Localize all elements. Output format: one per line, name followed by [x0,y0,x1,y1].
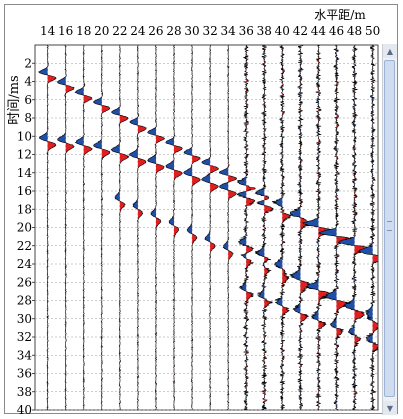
seismic-wiggle-chart: 14 16 18 20 22 24 26 28 30 32 34 36 38 40 42 44 46 48 5024… [7,8,380,415]
y-tick-label: 16 [17,184,32,198]
x-tick-label: 36 [239,24,254,38]
y-tick-label: 22 [17,239,32,253]
trace-wiggle [302,45,333,410]
x-tick-label: 14 [40,24,56,38]
y-tick-label: 6 [24,93,32,107]
trace-wiggle [147,45,165,410]
x-tick-label: 34 [221,24,237,38]
y-tick-label: 14 [17,166,33,180]
trace-wiggle [219,45,237,410]
trace-wiggle [128,45,147,410]
trace-positive-fill [156,47,165,409]
x-tick-label: 46 [329,24,344,38]
y-tick-label: 36 [17,367,32,381]
trace-negative-fill [165,55,174,384]
x-tick-label: 32 [202,24,217,38]
x-tick-label: 20 [94,24,109,38]
x-tick-label: 30 [184,24,199,38]
traces [38,45,378,410]
y-tick-label: 10 [17,129,32,143]
seismic-panel: 14 16 18 20 22 24 26 28 30 32 34 36 38 40 42 44 46 48 50 2 4… [4,4,398,415]
y-tick-label: 38 [17,385,32,399]
x-tick-label: 28 [166,24,181,38]
trace-wiggle [357,45,378,410]
y-tick-label: 40 [17,403,32,415]
x-tick-label: 26 [148,24,163,38]
scrollbar-thumb[interactable] [384,60,395,397]
y-tick-label: 2 [24,56,32,70]
trace-wiggle [183,45,201,410]
vertical-scrollbar[interactable]: ▲ ▼ [382,44,397,415]
x-tick-label: 18 [76,24,91,38]
x-tick-label: 40 [275,24,290,38]
trace-positive-fill [47,46,57,384]
y-tick-label: 4 [24,75,32,89]
scroll-up-arrow-icon[interactable]: ▲ [383,44,397,58]
y-tick-label: 34 [17,348,33,362]
y-tick-label: 12 [17,148,32,162]
trace-wiggle [38,45,57,410]
x-tick-label: 22 [112,24,127,38]
y-tick-label: 24 [17,257,33,271]
trace-wiggle [93,45,111,410]
trace-negative-fill [75,52,84,406]
trace-positive-fill [300,45,311,409]
trace-wiggle [74,45,93,410]
scroll-down-arrow-icon[interactable]: ▼ [383,401,397,415]
x-tick-label: 42 [293,24,308,38]
thumb-grip-icon [387,221,392,231]
x-tick-label: 16 [58,24,73,38]
trace-wiggle [317,45,355,410]
x-tick-label: 38 [257,24,272,38]
trace-wiggle [338,45,372,410]
y-tick-label: 20 [17,221,32,235]
x-tick-label: 50 [365,24,380,38]
x-tick-label: 24 [130,24,146,38]
trace-wiggle [57,45,75,410]
trace-negative-fill [57,45,66,407]
trace-positive-fill [137,58,147,401]
trace-wiggle [201,45,219,410]
trace-wiggle [271,45,292,410]
x-tick-label: 44 [311,24,327,38]
y-tick-label: 32 [17,330,32,344]
y-tick-label: 28 [17,294,32,308]
y-tick-label: 30 [17,312,32,326]
trace-wiggle [236,45,256,410]
y-tick-label: 26 [17,275,32,289]
trace-wiggle [289,45,311,410]
trace-wiggle [110,45,130,410]
trace-wiggle [254,45,274,410]
x-axis-title: 水平距/m [314,8,366,22]
y-tick-label: 18 [17,202,32,216]
trace-positive-fill [372,45,378,410]
y-axis-title: 时间/ms [7,75,22,124]
x-tick-label: 48 [347,24,362,38]
y-tick-label: 8 [24,111,32,125]
trace-wiggle [165,45,183,410]
